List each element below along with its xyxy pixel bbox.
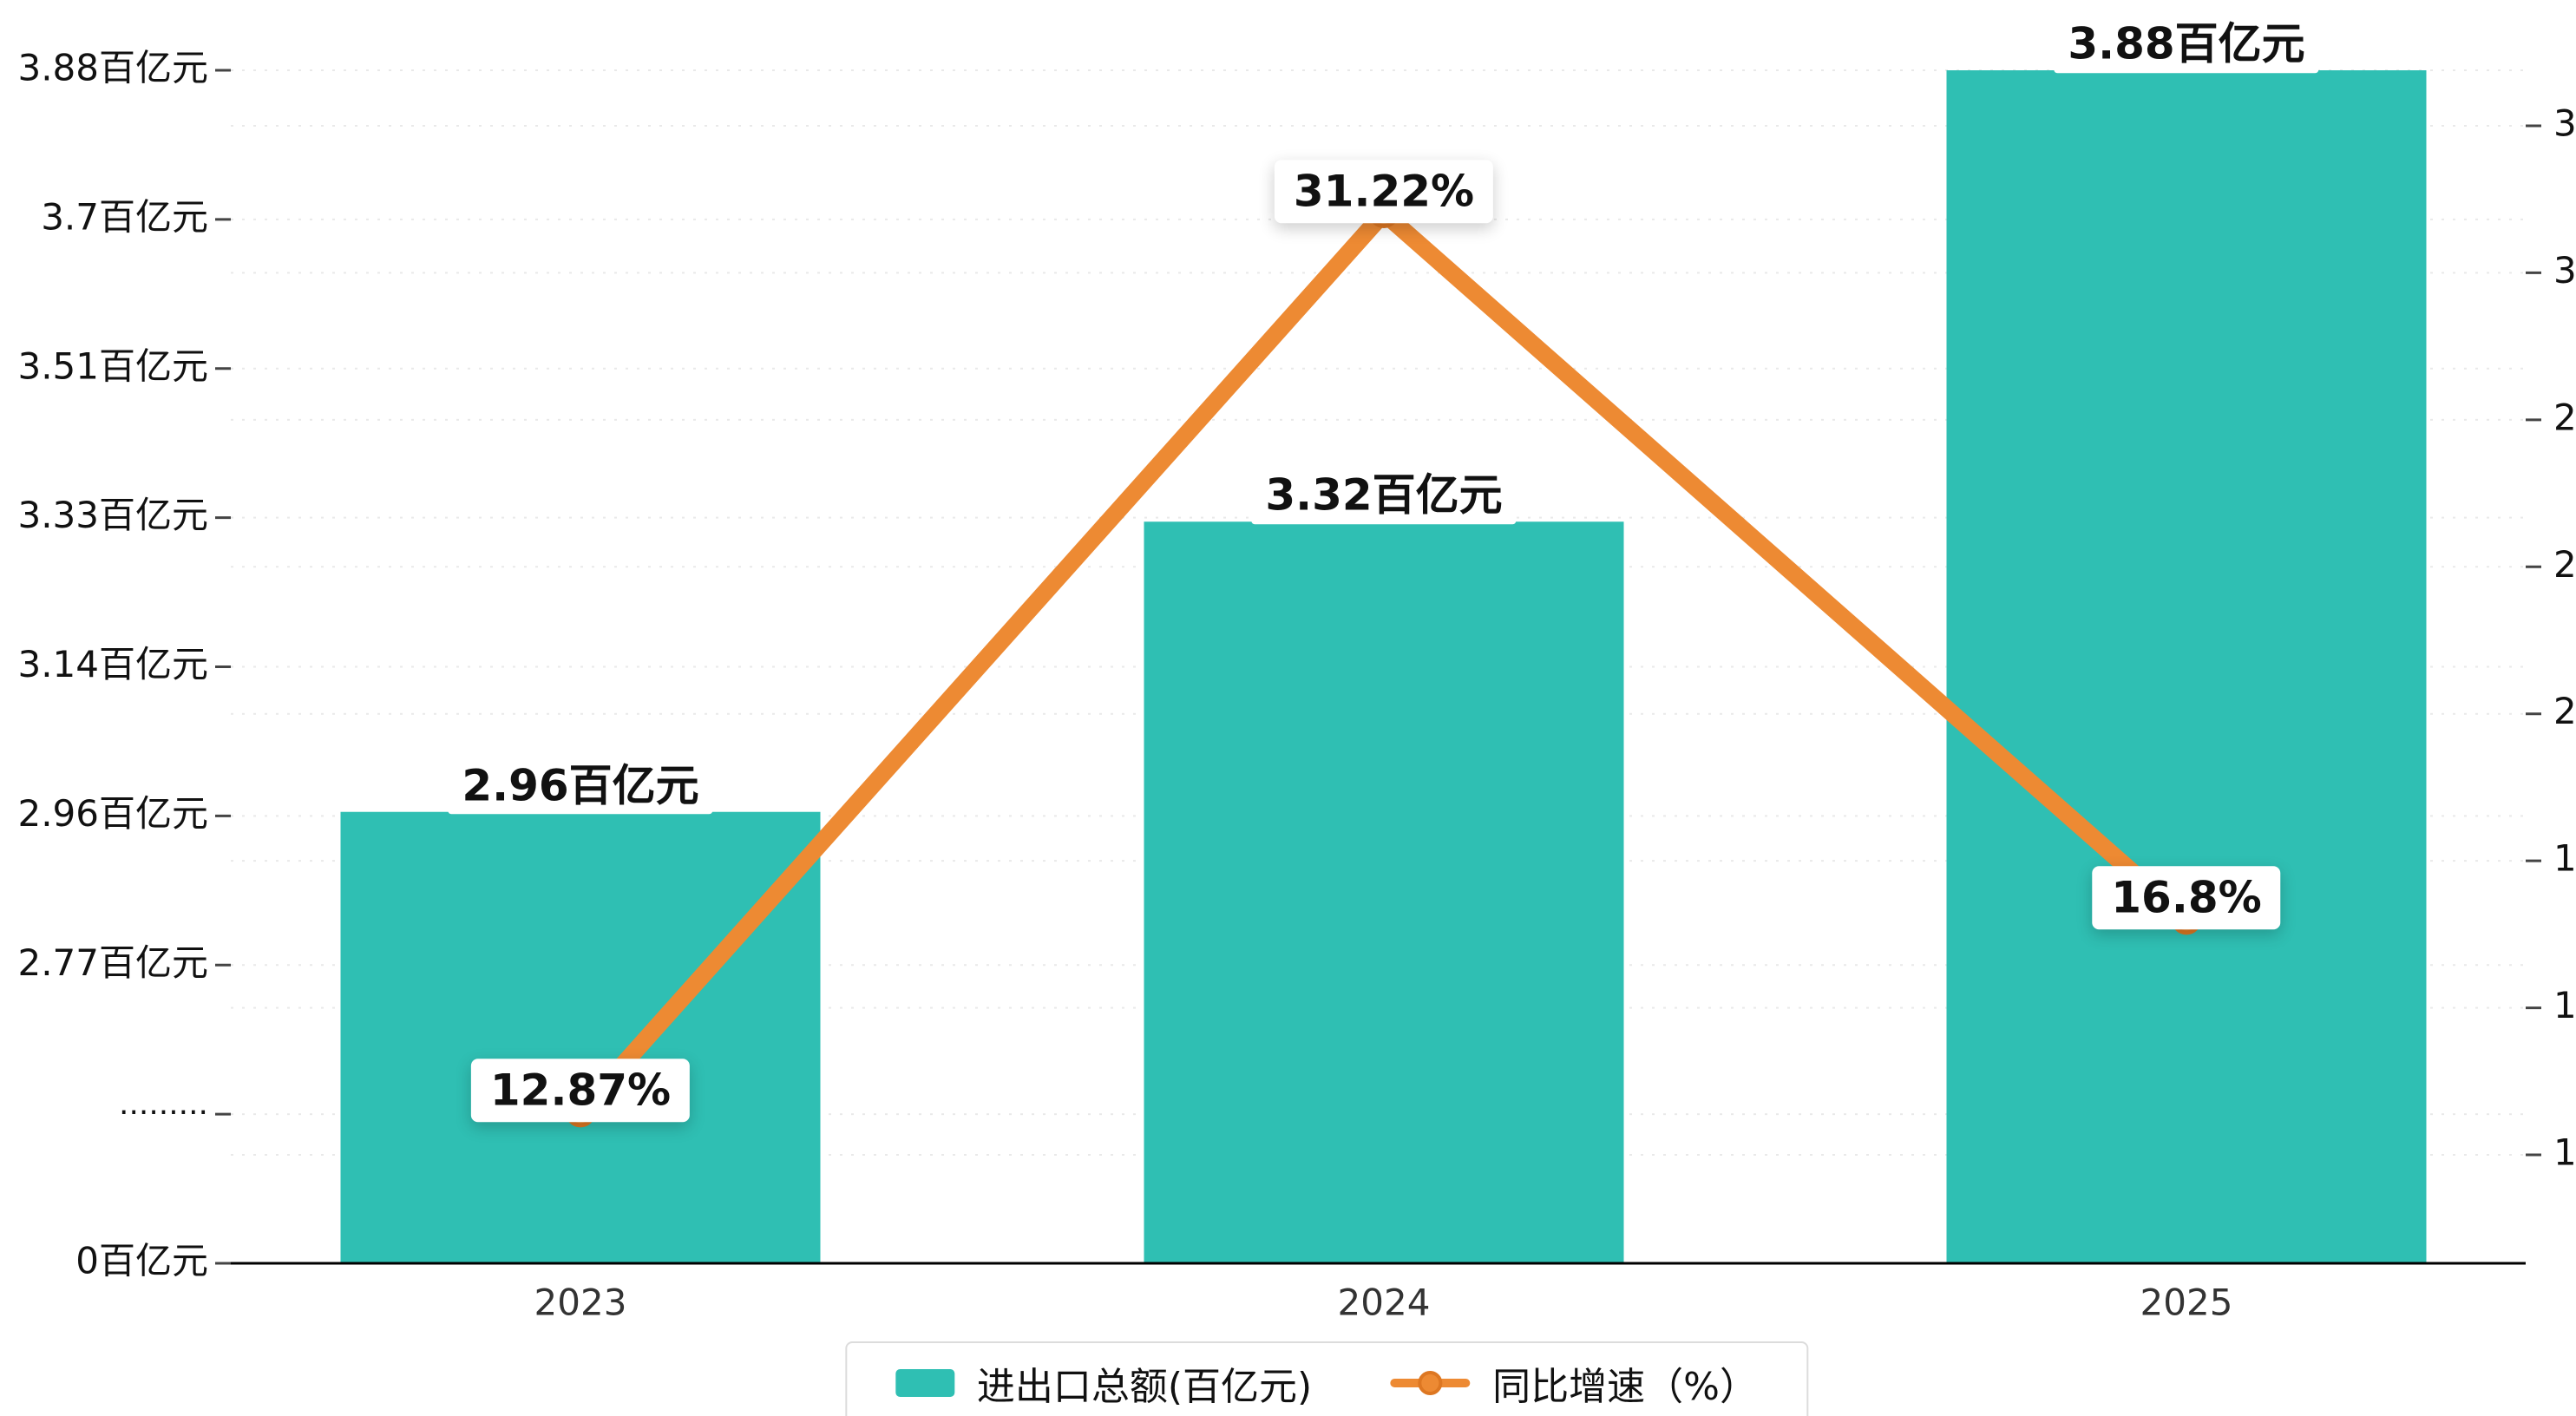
- right-axis-label: 12: [2553, 1131, 2576, 1174]
- line-point-marker-2024: [1368, 198, 1399, 229]
- left-axis-label: 3.33百亿元: [17, 494, 208, 536]
- line-point-marker-2025: [2171, 904, 2202, 935]
- right-axis-label: 24: [2553, 543, 2576, 586]
- line-series-swatch: [1390, 1371, 1471, 1395]
- left-axis-label: 3.14百亿元: [17, 643, 208, 685]
- line-series-legend-label: 同比增速（%）: [1492, 1365, 1758, 1409]
- bar-series-swatch: [895, 1369, 954, 1397]
- legend-item-bar-series: 进出口总额(百亿元): [895, 1355, 1312, 1411]
- right-axis-label: 18: [2553, 837, 2576, 880]
- left-axis-label: 2.96百亿元: [17, 792, 208, 835]
- left-axis-label: 2.77百亿元: [17, 941, 208, 984]
- left-axis-label: ·········: [119, 1095, 208, 1131]
- right-axis-label: 21: [2553, 690, 2576, 732]
- right-axis-label: 27: [2553, 396, 2576, 438]
- bar-series-legend-label: 进出口总额(百亿元): [976, 1365, 1313, 1409]
- right-axis-label: 15: [2553, 984, 2576, 1026]
- x-axis-category-label: 2025: [2140, 1282, 2233, 1324]
- right-axis-label: 33: [2553, 102, 2576, 145]
- left-axis-label: 3.51百亿元: [17, 344, 208, 387]
- legend-item-line-series: 同比增速（%）: [1390, 1355, 1758, 1411]
- left-axis-label: 3.7百亿元: [41, 195, 208, 238]
- x-axis-category-label: 2023: [534, 1282, 627, 1324]
- x-axis-category-label: 2024: [1338, 1282, 1431, 1324]
- bar-2023: [340, 811, 821, 1263]
- line-marker-icon: [1418, 1371, 1443, 1395]
- left-axis-label: 3.88百亿元: [17, 47, 208, 89]
- bar-2024: [1144, 521, 1624, 1263]
- line-point-marker-2023: [565, 1097, 596, 1128]
- bar-2025: [1946, 70, 2427, 1263]
- left-axis-label: 0百亿元: [75, 1240, 208, 1282]
- right-axis-label: 30: [2553, 249, 2576, 292]
- legend: 进出口总额(百亿元) 同比增速（%）: [844, 1341, 1808, 1416]
